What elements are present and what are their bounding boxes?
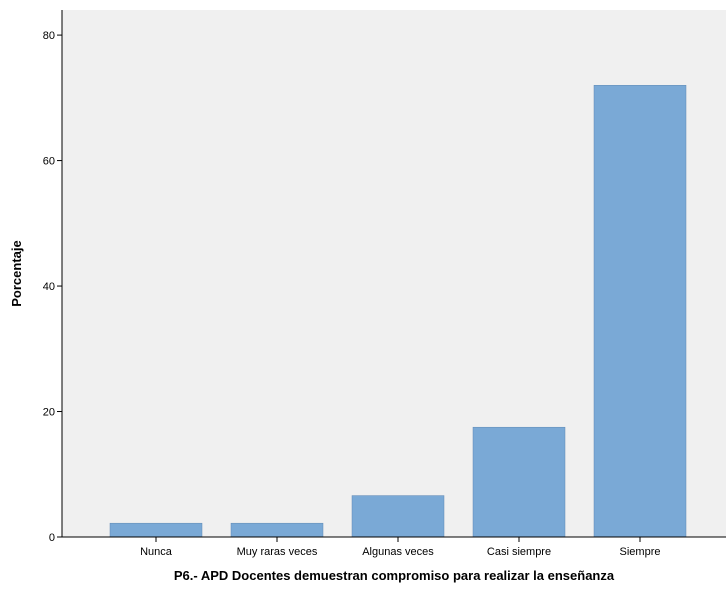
bars-group (109, 85, 687, 538)
bar-siempre (593, 85, 687, 538)
y-tick-label: 0 (49, 532, 55, 544)
x-tick-label: Nunca (140, 546, 173, 558)
x-axis: Nunca Muy raras veces Algunas veces Casi si… (62, 536, 726, 558)
y-tick-label: 20 (43, 407, 55, 419)
y-tick-label: 40 (43, 281, 55, 293)
y-tick-label: 80 (43, 30, 55, 42)
x-tick-label: Algunas veces (362, 546, 434, 558)
x-axis-title: P6.- APD Docentes demuestran compromiso … (174, 568, 615, 583)
bar-nunca (109, 522, 203, 538)
bar-muy-raras-veces (230, 522, 324, 538)
x-tick-label: Muy raras veces (237, 546, 318, 558)
y-axis-title: Porcentaje (9, 240, 24, 306)
y-tick-label: 60 (43, 156, 55, 168)
bar-casi-siempre (472, 426, 566, 538)
x-tick-label: Casi siempre (487, 546, 551, 558)
bar-algunas-veces (351, 495, 445, 538)
x-tick-label: Siempre (620, 546, 661, 558)
y-axis: 0 20 40 60 80 (43, 10, 63, 544)
